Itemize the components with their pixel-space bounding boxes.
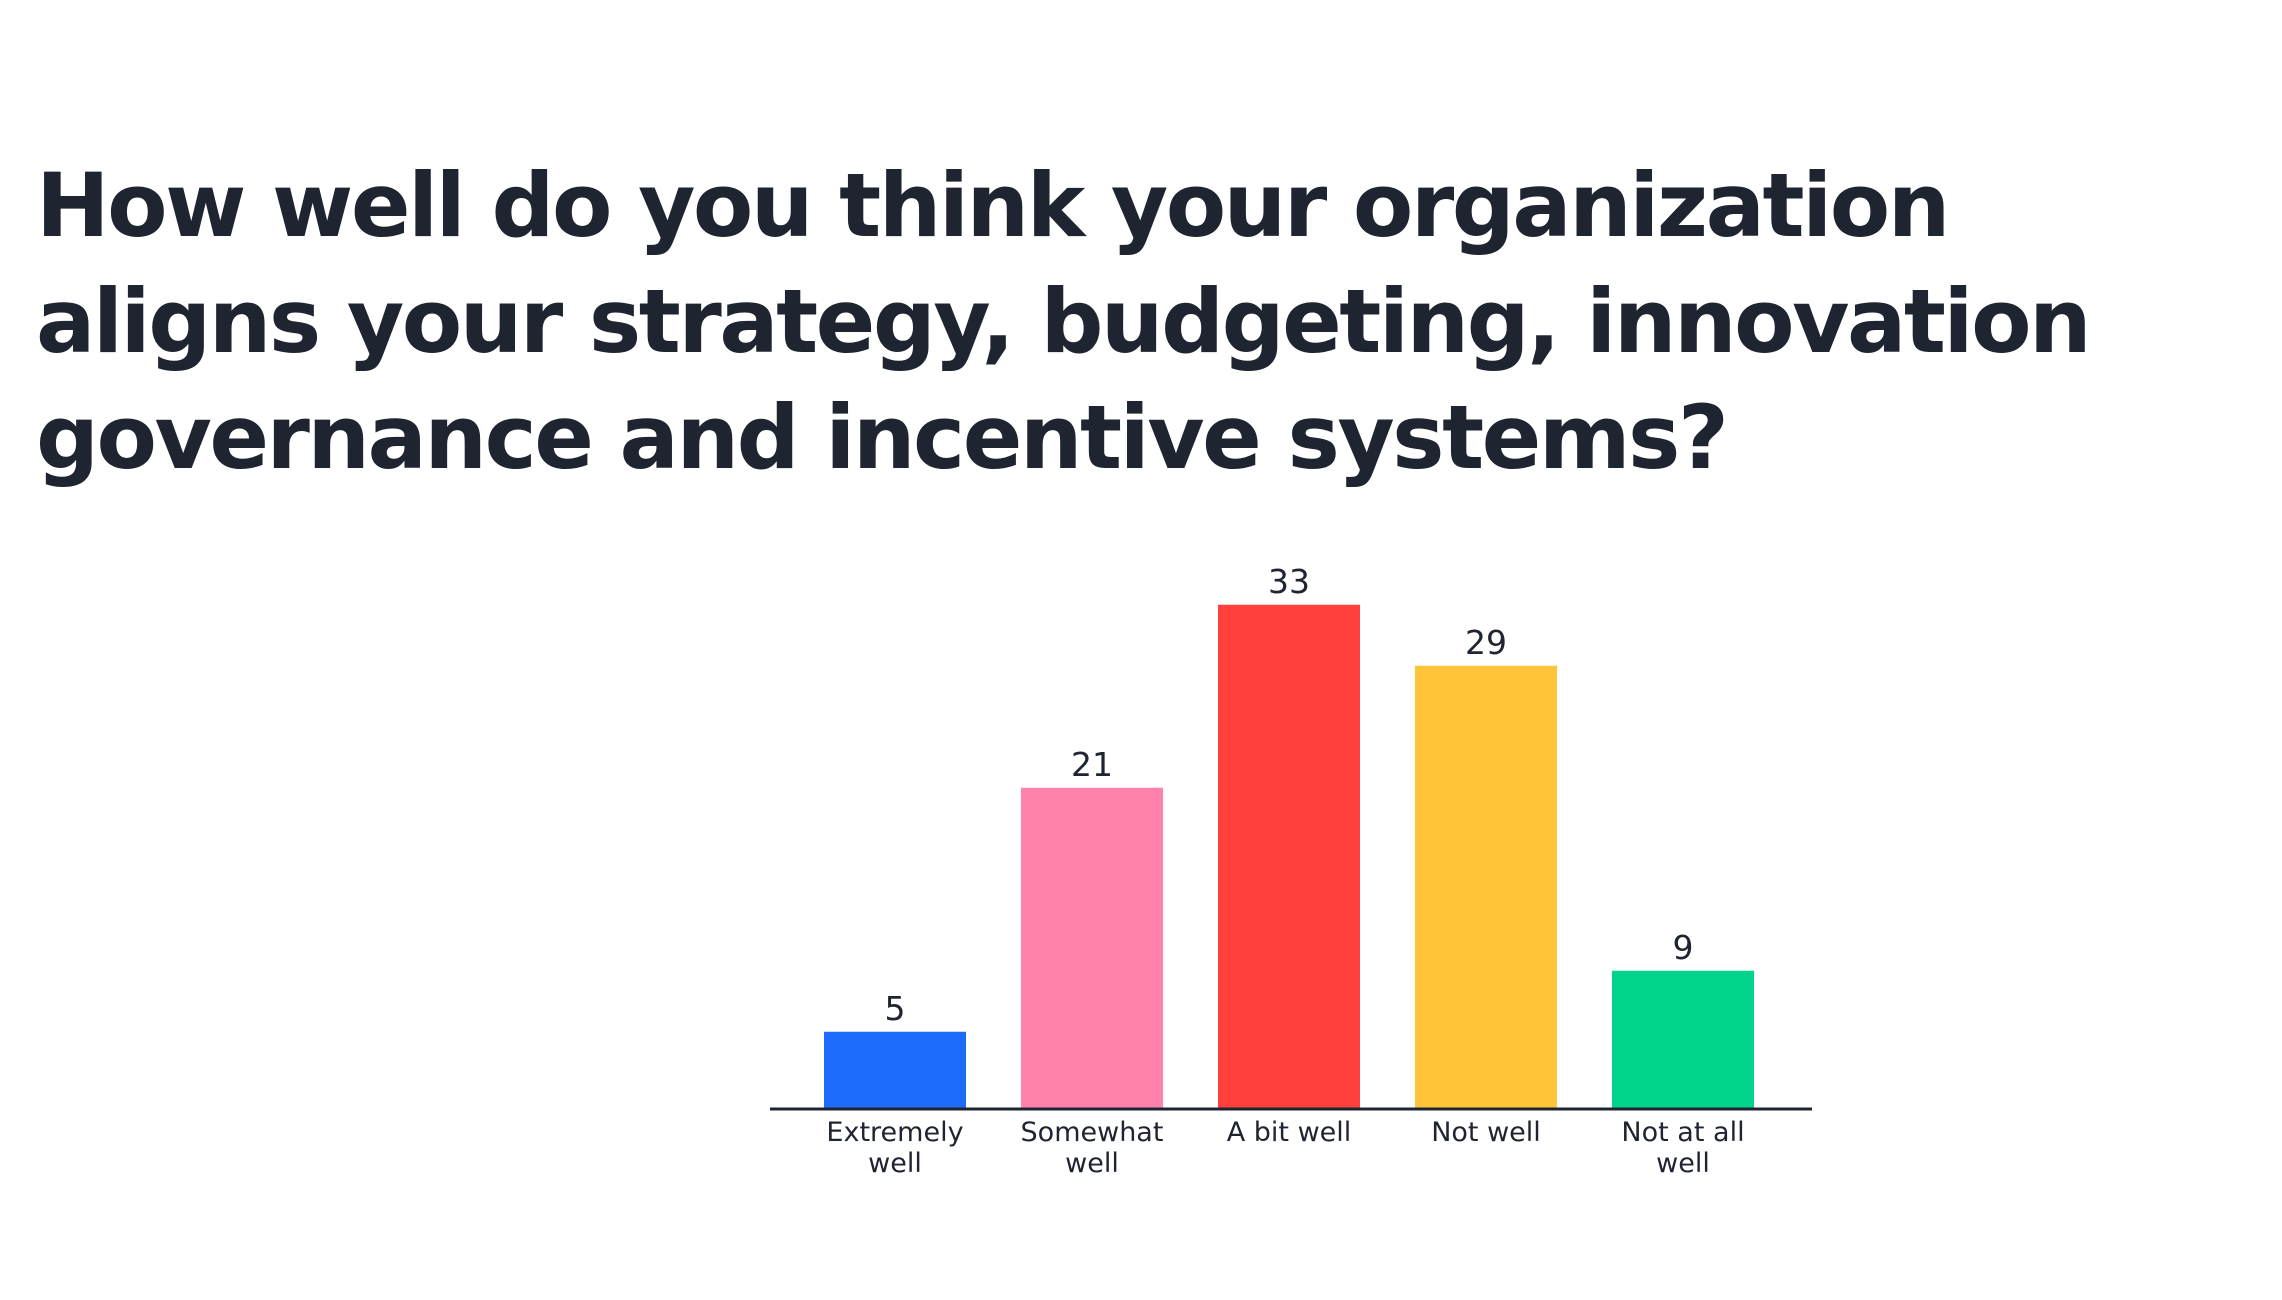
- category-label-3: Not well: [1431, 1117, 1541, 1148]
- category-labels-group: Extremely well Somewhat well A bit well Not w…: [826, 1117, 1744, 1179]
- value-label-0: 5: [885, 989, 906, 1028]
- category-label-1: Somewhat well: [1021, 1117, 1164, 1179]
- bar-3: [1415, 665, 1557, 1108]
- value-labels-group: 5 21 33 29 9: [885, 562, 1694, 1028]
- bar-2: [1218, 604, 1360, 1108]
- value-label-4: 9: [1673, 928, 1694, 967]
- value-label-1: 21: [1071, 745, 1113, 784]
- category-label-2: A bit well: [1227, 1117, 1352, 1148]
- bar-0: [824, 1031, 966, 1108]
- bars-group: [824, 604, 1754, 1108]
- value-label-3: 29: [1465, 623, 1507, 662]
- question-title: How well do you think your organization …: [36, 154, 2092, 489]
- category-label-4: Not at all well: [1621, 1117, 1744, 1179]
- bar-1: [1021, 787, 1163, 1108]
- value-label-2: 33: [1268, 562, 1310, 601]
- category-label-0: Extremely well: [826, 1117, 963, 1179]
- bar-4: [1612, 970, 1754, 1108]
